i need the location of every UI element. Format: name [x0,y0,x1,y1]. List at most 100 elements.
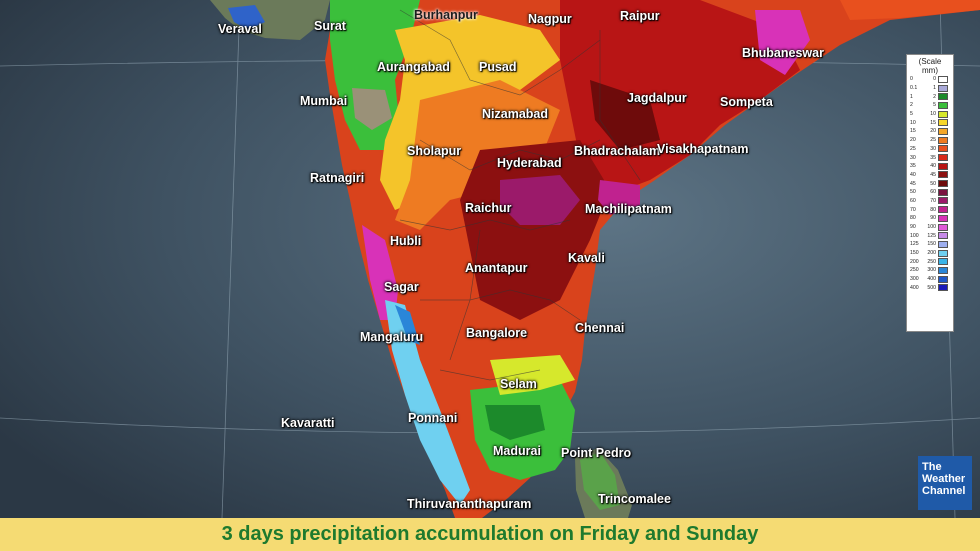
legend-row-min: 15 [910,128,916,135]
legend-row-max: 150 [927,241,936,248]
city-label-hyderabad: Hyderabad [497,156,562,170]
legend-row-max: 60 [930,189,936,196]
city-label-burhanpur: Burhanpur [414,8,478,22]
legend-swatch [938,171,948,179]
legend-swatch [938,110,948,118]
city-label-bangalore: Bangalore [466,326,528,340]
city-label-selam: Selam [500,377,537,391]
legend-row: 30 35 [907,153,953,162]
sri-lanka-rain [580,452,620,510]
city-label-aurangabad: Aurangabad [377,60,450,74]
legend-row: 0.1 1 [907,84,953,93]
legend-row-max: 100 [927,224,936,231]
legend-swatch [938,145,948,153]
city-label-nagpur: Nagpur [528,12,572,26]
legend-swatch [938,93,948,101]
rain-zone-purple-2 [598,180,640,215]
rain-zone-west-coast-magenta [362,225,398,320]
legend-row-min: 35 [910,163,916,170]
legend-swatch [938,206,948,214]
legend-swatch [938,162,948,170]
legend-swatch [938,284,948,292]
legend-row: 50 60 [907,188,953,197]
legend-row-max: 125 [927,232,936,239]
legend-row: 250 300 [907,266,953,275]
legend-swatch [938,214,948,222]
city-label-kavali: Kavali [568,251,605,265]
caption-bar: 3 days precipitation accumulation on Fri… [0,518,980,551]
rain-zone-south-yellow [490,355,575,395]
city-label-surat: Surat [314,19,346,33]
legend-swatch [938,180,948,188]
legend-row-min: 2 [910,102,913,109]
legend-row-min: 70 [910,206,916,213]
legend-swatch [938,232,948,240]
weather-channel-logo: The Weather Channel [918,456,972,510]
legend-row-min: 125 [910,241,919,248]
legend-row: 70 80 [907,205,953,214]
city-label-ponnani: Ponnani [408,411,458,425]
city-label-sholapur: Sholapur [407,144,462,158]
saurashtra-rain [228,5,265,30]
legend-title: (Scale [918,57,942,66]
legend-row-min: 25 [910,145,916,152]
legend-row-max: 200 [927,250,936,257]
city-label-jagdalpur: Jagdalpur [627,91,687,105]
map-caption: 3 days precipitation accumulation on Fri… [221,523,759,545]
legend-swatch [938,249,948,257]
legend-row-max: 10 [930,111,936,118]
map-canvas [0,0,980,518]
logo-line-1: The [922,461,942,473]
legend-row: 300 400 [907,275,953,284]
legend-row: 200 250 [907,257,953,266]
city-label-ratnagiri: Ratnagiri [310,171,365,185]
legend-row-min: 80 [910,215,916,222]
city-label-nizamabad: Nizamabad [482,107,548,121]
legend-row-max: 500 [927,284,936,291]
rain-zone-west-coast-deepblue [395,305,420,345]
rain-zone-purple-3 [755,10,810,75]
legend-row-min: 5 [910,111,913,118]
legend-row-max: 40 [930,163,936,170]
legend-row-min: 20 [910,137,916,144]
legend-row-min: 10 [910,119,916,126]
legend-row: 90 100 [907,223,953,232]
legend-swatch [938,127,948,135]
legend-row-min: 150 [910,250,919,257]
legend-swatch [938,154,948,162]
legend-row-min: 0.1 [910,85,918,92]
legend-row: 25 30 [907,145,953,154]
legend-row: 150 200 [907,249,953,258]
legend-row-max: 300 [927,267,936,274]
legend-row: 15 20 [907,127,953,136]
city-label-mumbai: Mumbai [300,94,348,108]
legend-row-max: 50 [930,180,936,187]
legend-row-max: 80 [930,206,936,213]
legend-row-min: 400 [910,284,919,291]
rain-zone-purple-1 [500,175,580,225]
legend-row-max: 15 [930,119,936,126]
legend-swatch [938,197,948,205]
rain-zone-mumbai-grey [352,88,392,130]
precipitation-legend: (Scale mm) 0 0 0.1 1 1 2 2 5 5 10 10 15 15 20 20 25 25 30… [906,54,954,332]
legend-row: 35 40 [907,162,953,171]
legend-row-min: 300 [910,276,919,283]
state-boundaries [399,9,641,381]
legend-swatch [938,119,948,127]
city-label-pusad: Pusad [479,60,517,74]
city-label-point-pedro: Point Pedro [561,446,632,460]
legend-swatch [938,101,948,109]
legend-row-max: 2 [933,93,936,100]
legend-row-max: 45 [930,171,936,178]
legend-row-min: 200 [910,258,919,265]
legend-row-max: 400 [927,276,936,283]
legend-row: 10 15 [907,118,953,127]
logo-line-2: Weather [922,473,966,485]
legend-swatch [938,84,948,92]
city-label-hubli: Hubli [390,234,422,248]
rain-zone-orange [395,80,560,230]
city-label-madurai: Madurai [493,444,541,458]
